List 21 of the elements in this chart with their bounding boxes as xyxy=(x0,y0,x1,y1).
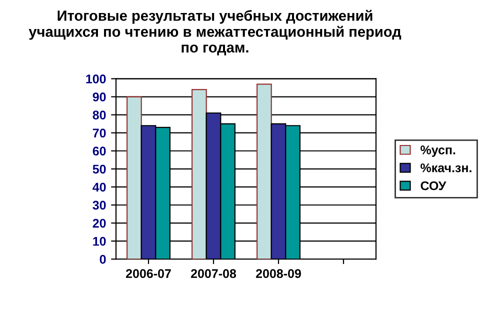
y-tick-label: 30 xyxy=(92,200,106,210)
y-tick-label: 10 xyxy=(93,236,106,246)
x-tick-label: 2008-09 xyxy=(256,269,301,278)
y-tick-label: 0 xyxy=(100,254,106,264)
bar xyxy=(126,96,142,260)
x-tick-label: 2007-08 xyxy=(191,269,236,278)
y-tick-label: 40 xyxy=(92,182,106,192)
bar xyxy=(256,84,272,260)
y-tick-label: 80 xyxy=(92,110,106,120)
y-tick-label: 20 xyxy=(92,218,106,228)
y-tick-label: 100 xyxy=(86,74,106,84)
bar xyxy=(191,88,207,260)
y-tick-label: 50 xyxy=(92,164,106,174)
legend-label: СОУ xyxy=(420,181,446,190)
legend-label: %кач.зн. xyxy=(420,163,472,172)
x-tick-label: 2006-07 xyxy=(126,269,171,278)
chart-title: Итоговые результаты учебных достижений учащихся по чтению в межаттестационный период по годам. xyxy=(28,10,402,56)
y-tick-label: 60 xyxy=(92,146,106,156)
legend-label: %усп. xyxy=(420,146,456,157)
y-tick-label: 90 xyxy=(92,92,106,102)
y-tick-label: 70 xyxy=(92,128,106,138)
